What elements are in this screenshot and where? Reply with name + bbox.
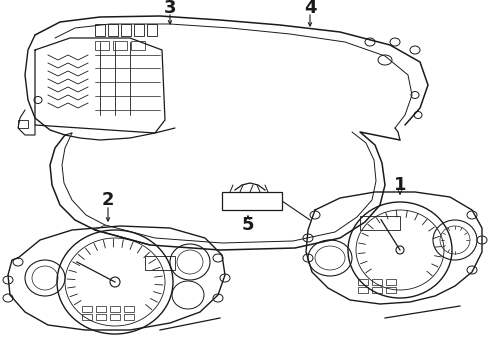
Bar bbox=[147, 24, 157, 36]
Bar bbox=[95, 24, 105, 36]
Text: 2: 2 bbox=[102, 191, 114, 209]
Bar bbox=[95, 41, 109, 50]
Bar bbox=[134, 24, 144, 36]
Bar bbox=[358, 279, 368, 285]
Text: 1: 1 bbox=[394, 176, 406, 194]
Bar bbox=[372, 279, 382, 285]
Bar bbox=[82, 314, 92, 320]
Bar bbox=[96, 306, 106, 312]
Bar bbox=[386, 287, 396, 293]
Bar bbox=[108, 24, 118, 36]
Bar bbox=[121, 24, 131, 36]
Bar bbox=[222, 192, 282, 210]
Bar bbox=[124, 306, 134, 312]
Text: 4: 4 bbox=[304, 0, 316, 17]
Bar bbox=[360, 216, 400, 230]
Bar bbox=[110, 306, 120, 312]
Bar bbox=[124, 314, 134, 320]
Bar bbox=[96, 314, 106, 320]
Bar bbox=[18, 120, 28, 128]
Bar bbox=[372, 287, 382, 293]
Bar bbox=[386, 279, 396, 285]
Text: 5: 5 bbox=[242, 216, 254, 234]
Bar bbox=[145, 256, 175, 270]
Bar bbox=[113, 41, 127, 50]
Text: 3: 3 bbox=[164, 0, 176, 17]
Bar bbox=[131, 41, 145, 50]
Bar bbox=[110, 314, 120, 320]
Bar bbox=[358, 287, 368, 293]
Bar bbox=[82, 306, 92, 312]
